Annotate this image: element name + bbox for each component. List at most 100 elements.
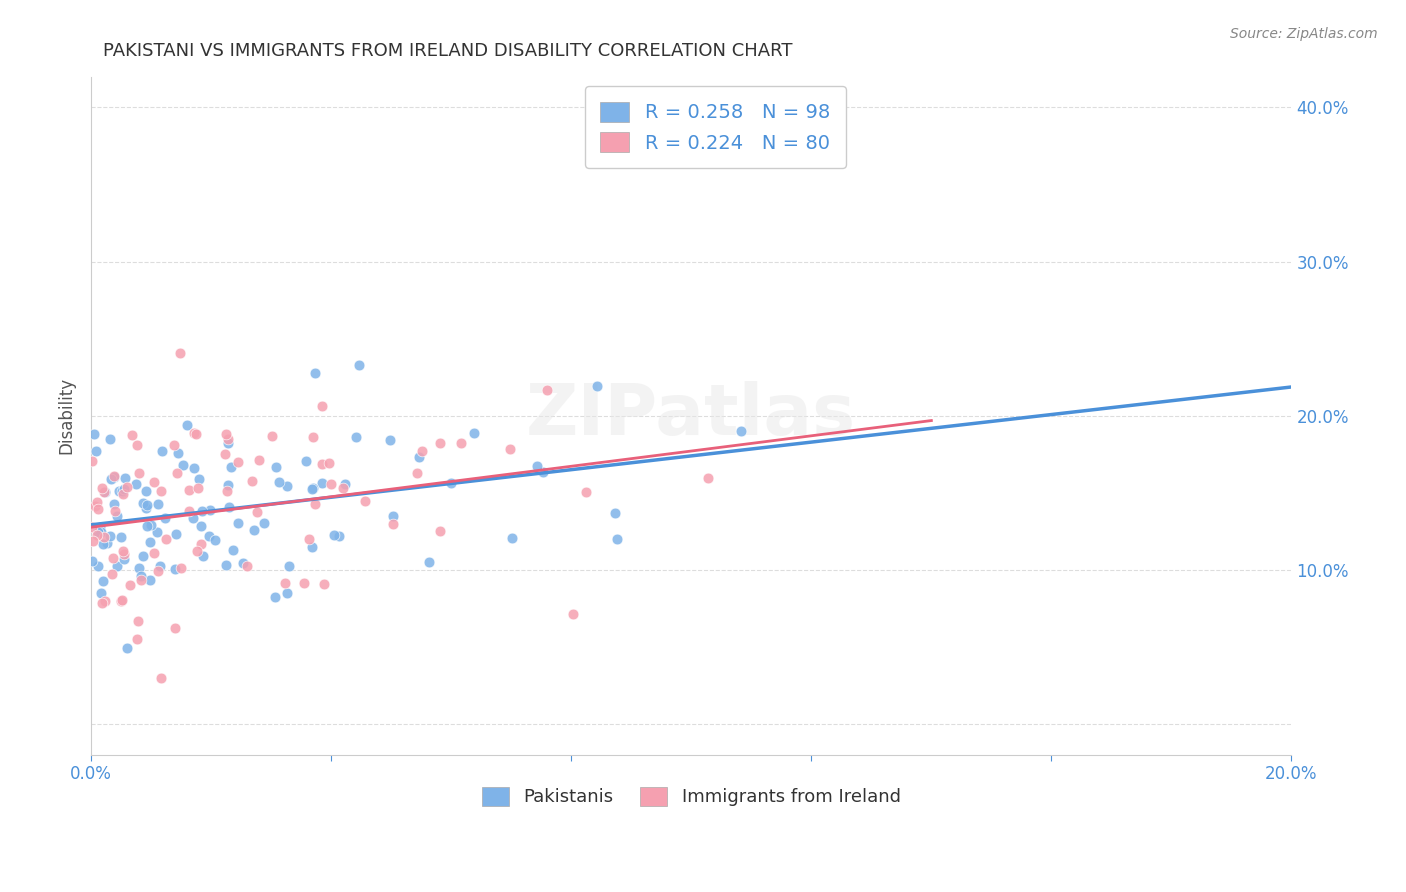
Point — [501, 532, 523, 546]
Point — [103, 497, 125, 511]
Point — [96, 535, 118, 549]
Legend: Pakistanis, Immigrants from Ireland: Pakistanis, Immigrants from Ireland — [474, 780, 908, 814]
Point — [186, 544, 208, 558]
Point — [323, 527, 346, 541]
Point — [378, 433, 401, 447]
Point — [101, 550, 124, 565]
Point — [98, 432, 121, 446]
Point — [304, 497, 326, 511]
Point — [381, 508, 404, 523]
Point — [215, 558, 238, 573]
Point — [226, 516, 249, 530]
Point — [115, 480, 138, 494]
Point — [217, 432, 239, 446]
Point — [128, 467, 150, 481]
Text: Source: ZipAtlas.com: Source: ZipAtlas.com — [1230, 27, 1378, 41]
Point — [136, 519, 159, 533]
Point — [118, 578, 141, 592]
Point — [111, 484, 134, 499]
Point — [127, 614, 149, 628]
Point — [301, 540, 323, 554]
Point — [146, 525, 169, 540]
Point — [125, 477, 148, 491]
Point — [605, 506, 627, 520]
Point — [328, 529, 350, 543]
Point — [103, 468, 125, 483]
Point — [87, 501, 110, 516]
Point — [93, 484, 115, 499]
Point — [246, 505, 269, 519]
Point — [86, 444, 108, 458]
Point — [82, 533, 104, 548]
Point — [135, 500, 157, 515]
Point — [187, 481, 209, 495]
Point — [221, 460, 243, 475]
Point — [90, 524, 112, 539]
Point — [80, 554, 103, 568]
Point — [277, 559, 299, 574]
Text: ZIPatlas: ZIPatlas — [526, 381, 856, 450]
Point — [347, 358, 370, 372]
Point — [100, 472, 122, 486]
Point — [108, 483, 131, 498]
Point — [125, 438, 148, 452]
Point — [304, 367, 326, 381]
Y-axis label: Disability: Disability — [58, 377, 75, 454]
Text: PAKISTANI VS IMMIGRANTS FROM IRELAND DISABILITY CORRELATION CHART: PAKISTANI VS IMMIGRANTS FROM IRELAND DIS… — [103, 42, 793, 60]
Point — [90, 481, 112, 495]
Point — [408, 450, 430, 464]
Point — [217, 478, 239, 492]
Point — [418, 555, 440, 569]
Point — [167, 446, 190, 460]
Point — [103, 469, 125, 483]
Point — [125, 632, 148, 647]
Point — [86, 495, 108, 509]
Point — [153, 510, 176, 524]
Point — [104, 504, 127, 518]
Point — [132, 496, 155, 510]
Point — [121, 427, 143, 442]
Point — [94, 484, 117, 499]
Point — [163, 438, 186, 452]
Point — [132, 549, 155, 563]
Point — [332, 481, 354, 495]
Point — [150, 444, 173, 458]
Point — [311, 475, 333, 490]
Point — [450, 436, 472, 450]
Point — [276, 479, 298, 493]
Point — [274, 575, 297, 590]
Point — [531, 465, 554, 479]
Point — [586, 379, 609, 393]
Point — [135, 484, 157, 499]
Point — [696, 471, 718, 485]
Point — [311, 457, 333, 471]
Point — [146, 564, 169, 578]
Point — [129, 569, 152, 583]
Point — [267, 475, 290, 490]
Point — [561, 607, 583, 622]
Point — [142, 475, 165, 489]
Point — [236, 558, 259, 573]
Point — [191, 504, 214, 518]
Point — [429, 436, 451, 450]
Point — [301, 429, 323, 443]
Point — [218, 500, 240, 514]
Point — [183, 426, 205, 441]
Point — [247, 453, 270, 467]
Point — [354, 494, 377, 508]
Point — [319, 476, 342, 491]
Point — [318, 456, 340, 470]
Point — [215, 426, 238, 441]
Point — [170, 561, 193, 575]
Point — [198, 503, 221, 517]
Point — [169, 346, 191, 360]
Point — [155, 533, 177, 547]
Point — [93, 594, 115, 608]
Point — [498, 442, 520, 456]
Point — [463, 425, 485, 440]
Point — [93, 530, 115, 544]
Point — [190, 518, 212, 533]
Point — [217, 435, 239, 450]
Point — [90, 585, 112, 599]
Point — [91, 574, 114, 589]
